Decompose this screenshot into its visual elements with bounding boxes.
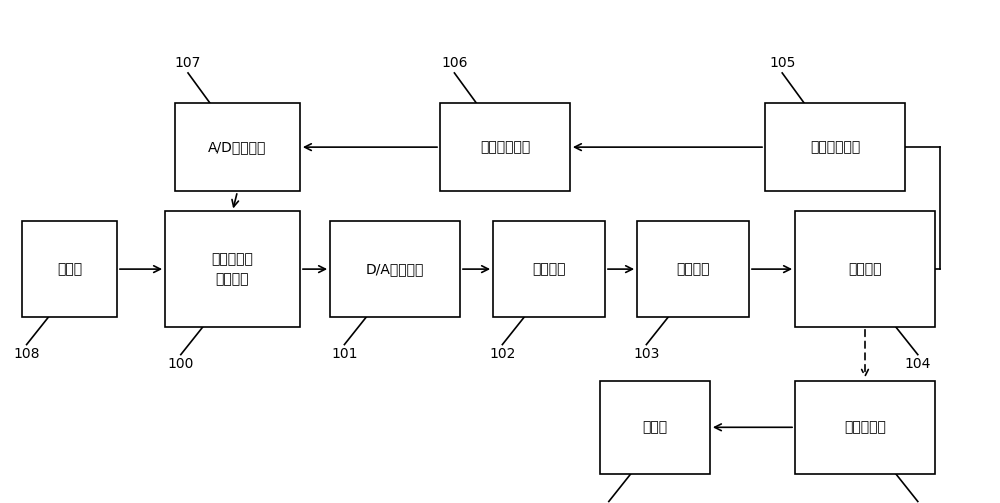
Bar: [637, 221, 749, 317]
Text: 102: 102: [489, 347, 516, 361]
Text: 106: 106: [441, 56, 468, 70]
Text: 保护电路: 保护电路: [676, 262, 710, 276]
Bar: [795, 381, 935, 474]
Bar: [493, 221, 605, 317]
Text: 数据处理及
控制单元: 数据处理及 控制单元: [212, 253, 253, 286]
Text: 圆形线圈: 圆形线圈: [848, 262, 882, 276]
Text: 108: 108: [13, 347, 40, 361]
Text: 电流检测电路: 电流检测电路: [810, 140, 860, 154]
Text: 上位机: 上位机: [57, 262, 82, 276]
Bar: [330, 221, 460, 317]
Text: 105: 105: [769, 56, 795, 70]
Text: 100: 100: [168, 357, 194, 371]
Text: 103: 103: [633, 347, 660, 361]
Text: 107: 107: [175, 56, 201, 70]
Text: 101: 101: [331, 347, 358, 361]
Bar: [795, 211, 935, 327]
Text: D/A转换电路: D/A转换电路: [366, 262, 424, 276]
Bar: [175, 103, 300, 191]
Bar: [22, 221, 117, 317]
Text: 上位机: 上位机: [642, 421, 668, 434]
Bar: [440, 103, 570, 191]
Bar: [765, 103, 905, 191]
Text: A/D转换电路: A/D转换电路: [208, 140, 267, 154]
Text: 三轴磁力计: 三轴磁力计: [844, 421, 886, 434]
Text: 滤波放大电路: 滤波放大电路: [480, 140, 530, 154]
Text: 104: 104: [905, 357, 931, 371]
Text: 驱动电路: 驱动电路: [532, 262, 566, 276]
Bar: [600, 381, 710, 474]
Bar: [165, 211, 300, 327]
